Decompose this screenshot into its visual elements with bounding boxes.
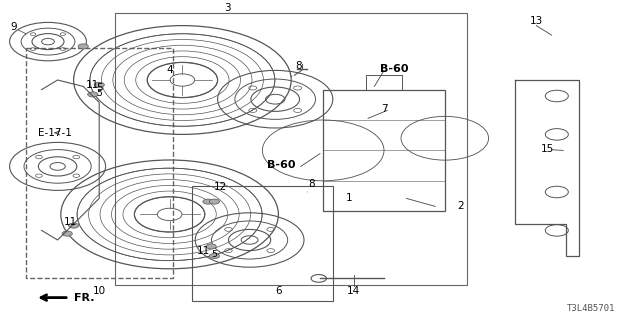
Text: 14: 14 bbox=[348, 286, 360, 296]
Bar bbox=[323, 90, 445, 211]
Text: 11: 11 bbox=[197, 246, 210, 256]
Text: B-60: B-60 bbox=[380, 64, 408, 74]
Text: 5: 5 bbox=[97, 89, 102, 98]
Text: E-17-1: E-17-1 bbox=[38, 128, 72, 138]
Circle shape bbox=[203, 199, 213, 204]
Text: 7: 7 bbox=[381, 104, 387, 114]
Text: FR.: FR. bbox=[74, 292, 94, 303]
Circle shape bbox=[206, 244, 216, 249]
Text: 1: 1 bbox=[346, 193, 352, 204]
Text: 8: 8 bbox=[291, 61, 302, 77]
Circle shape bbox=[209, 253, 220, 259]
Text: 6: 6 bbox=[275, 286, 282, 296]
Text: 10: 10 bbox=[93, 286, 106, 296]
Text: 5: 5 bbox=[96, 83, 102, 93]
Text: 11: 11 bbox=[64, 217, 77, 228]
Text: T3L4B5701: T3L4B5701 bbox=[567, 304, 616, 313]
Circle shape bbox=[209, 199, 220, 204]
Text: 3: 3 bbox=[224, 3, 230, 13]
Text: 13: 13 bbox=[530, 16, 543, 26]
Bar bbox=[192, 186, 333, 301]
Circle shape bbox=[62, 231, 72, 236]
Circle shape bbox=[94, 82, 104, 87]
Bar bbox=[115, 13, 467, 285]
Text: 12: 12 bbox=[214, 182, 227, 192]
Circle shape bbox=[88, 92, 98, 97]
Text: 8: 8 bbox=[307, 179, 315, 192]
Text: 11: 11 bbox=[86, 80, 99, 90]
Text: 9: 9 bbox=[11, 22, 17, 32]
Text: 4: 4 bbox=[166, 65, 173, 76]
Text: 5: 5 bbox=[212, 250, 217, 259]
Bar bbox=[366, 75, 403, 90]
Circle shape bbox=[78, 44, 88, 49]
Text: B-60: B-60 bbox=[268, 160, 296, 170]
Text: 15: 15 bbox=[541, 144, 554, 154]
Circle shape bbox=[68, 223, 79, 228]
Text: 2: 2 bbox=[458, 201, 464, 212]
